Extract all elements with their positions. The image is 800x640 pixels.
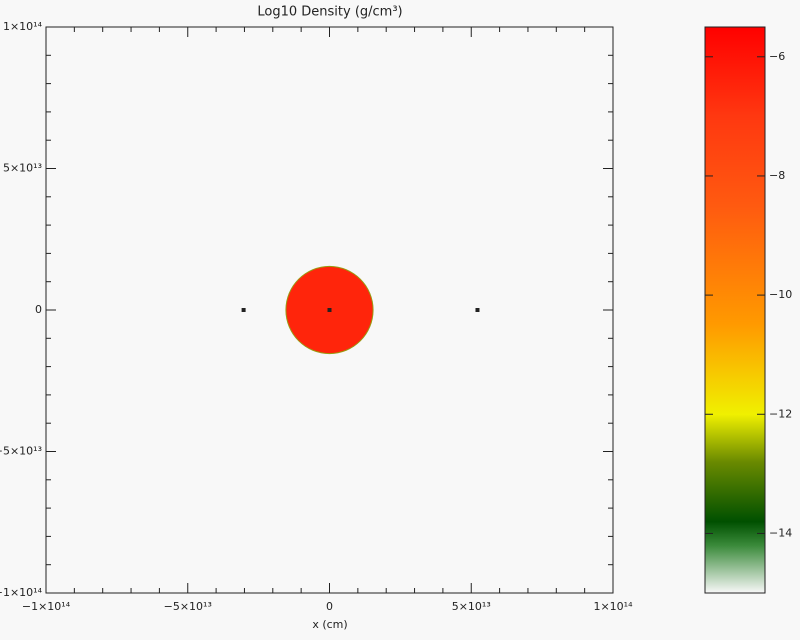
y-tick-label: 5×10¹³	[3, 162, 42, 175]
colorbar-tick-label: −12	[769, 407, 792, 420]
y-tick-label: −5×10¹³	[0, 445, 42, 458]
colorbar-tick-label: −8	[769, 169, 785, 182]
x-tick-label: 0	[326, 600, 333, 613]
point	[327, 308, 332, 312]
point	[241, 308, 246, 312]
colorbar-tick-label: −14	[769, 526, 792, 539]
x-tick-label: 1×10¹⁴	[593, 600, 633, 613]
y-tick-label: 0	[35, 303, 42, 316]
colorbar-frame	[704, 26, 766, 594]
colorbar-tick-label: −10	[769, 288, 792, 301]
chart-title: Log10 Density (g/cm³)	[257, 5, 402, 20]
y-tick-label: 1×10¹⁴	[3, 20, 43, 33]
x-tick-label: 5×10¹³	[452, 600, 491, 613]
x-tick-label: −5×10¹³	[164, 600, 212, 613]
colorbar-tick-label: −6	[769, 50, 785, 63]
x-tick-label: −1×10¹⁴	[22, 600, 71, 613]
point	[475, 308, 480, 312]
y-tick-label: −1×10¹⁴	[0, 586, 43, 599]
x-axis-label: x (cm)	[312, 618, 347, 631]
colorbar	[705, 27, 765, 593]
